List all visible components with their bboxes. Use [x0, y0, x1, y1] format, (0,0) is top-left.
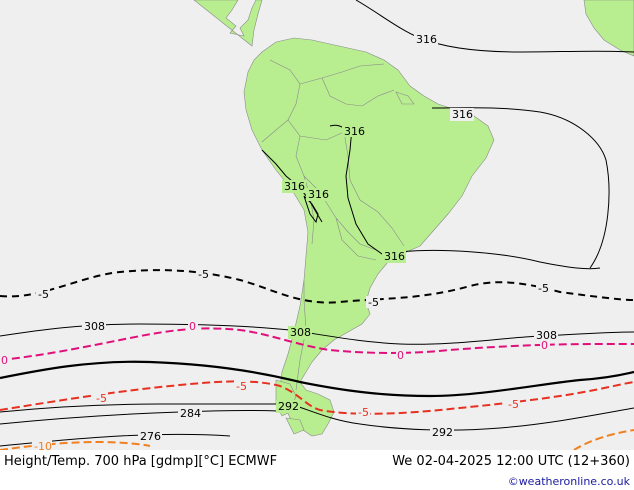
label-308-a: 308 — [84, 320, 105, 333]
isotherm-0 — [0, 327, 634, 361]
isotherm-red — [0, 380, 634, 415]
height-contour-284 — [0, 410, 301, 425]
label-316-d: 316 — [284, 180, 305, 193]
height-labels: 316 316 316 316 316 316 308 308 308 292 … — [82, 32, 558, 443]
label-t-minus5-b: -5 — [198, 268, 209, 281]
isotherm-minus5 — [0, 269, 634, 304]
map-datetime: We 02-04-2025 12:00 UTC (12+360) — [392, 454, 630, 469]
label-t-minus5-d: -5 — [538, 282, 549, 295]
label-316-b: 316 — [452, 108, 473, 121]
height-contour-292 — [0, 403, 634, 431]
label-t0-d: 0 — [541, 339, 548, 352]
label-292-b: 292 — [432, 426, 453, 439]
label-t-minus5-a: -5 — [38, 288, 49, 301]
label-t-red-b: -5 — [236, 380, 247, 393]
label-316-c: 316 — [344, 125, 365, 138]
map-footer: Height/Temp. 700 hPa [gdmp][°C] ECMWF We… — [0, 450, 634, 490]
label-t0-c: 0 — [397, 349, 404, 362]
africa-land — [583, 0, 634, 57]
label-t-red-d: -5 — [508, 398, 519, 411]
label-292-a: 292 — [278, 400, 299, 413]
isotherm-orange-right — [573, 429, 634, 450]
weather-map: 316 316 316 316 316 316 308 308 308 292 … — [0, 0, 634, 450]
label-308-c: 308 — [536, 329, 557, 342]
map-title: Height/Temp. 700 hPa [gdmp][°C] ECMWF — [4, 454, 278, 469]
label-276: 276 — [140, 430, 161, 443]
temperature-labels: -5 -5 -5 -5 0 0 0 0 -5 -5 -5 -5 -10 — [0, 268, 550, 450]
central-america-land — [193, 0, 263, 47]
label-308-b: 308 — [290, 326, 311, 339]
label-316-a: 316 — [416, 33, 437, 46]
label-t0-b: 0 — [189, 320, 196, 333]
label-t0-a: 0 — [1, 354, 8, 367]
map-credit[interactable]: ©weatheronline.co.uk — [507, 475, 630, 488]
isotherm-orange-left — [0, 440, 151, 450]
label-284: 284 — [180, 407, 201, 420]
label-316-e: 316 — [308, 188, 329, 201]
label-t-red-a: -5 — [96, 392, 107, 405]
label-t-red-c: -5 — [358, 406, 369, 419]
label-t-orange: -10 — [34, 440, 52, 450]
label-t-minus5-c: -5 — [368, 296, 379, 309]
height-contour-thick — [0, 360, 634, 398]
country-borders — [261, 59, 405, 391]
label-316-f: 316 — [384, 250, 405, 263]
